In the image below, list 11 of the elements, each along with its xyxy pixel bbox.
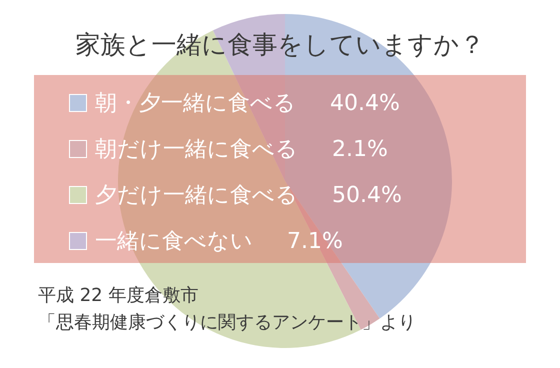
- legend-label: 朝だけ一緒に食べる: [95, 137, 298, 162]
- text: 家族と一緒に食事をしていますか？: [74, 29, 486, 61]
- legend-label: 夕だけ一緒に食べる: [95, 183, 298, 208]
- text: 「思春期健康づくりに関するアンケート」より: [38, 311, 416, 334]
- data-label: 50.4%: [332, 183, 402, 208]
- legend-label: 朝・夕一緒に食べる: [95, 91, 296, 116]
- data-label: 40.4%: [330, 91, 400, 116]
- text: 平成 22 年度倉敷市: [38, 284, 198, 307]
- data-label: 2.1%: [332, 137, 388, 162]
- legend-label: 一緒に食べない: [95, 229, 253, 254]
- data-label: 7.1%: [287, 229, 343, 254]
